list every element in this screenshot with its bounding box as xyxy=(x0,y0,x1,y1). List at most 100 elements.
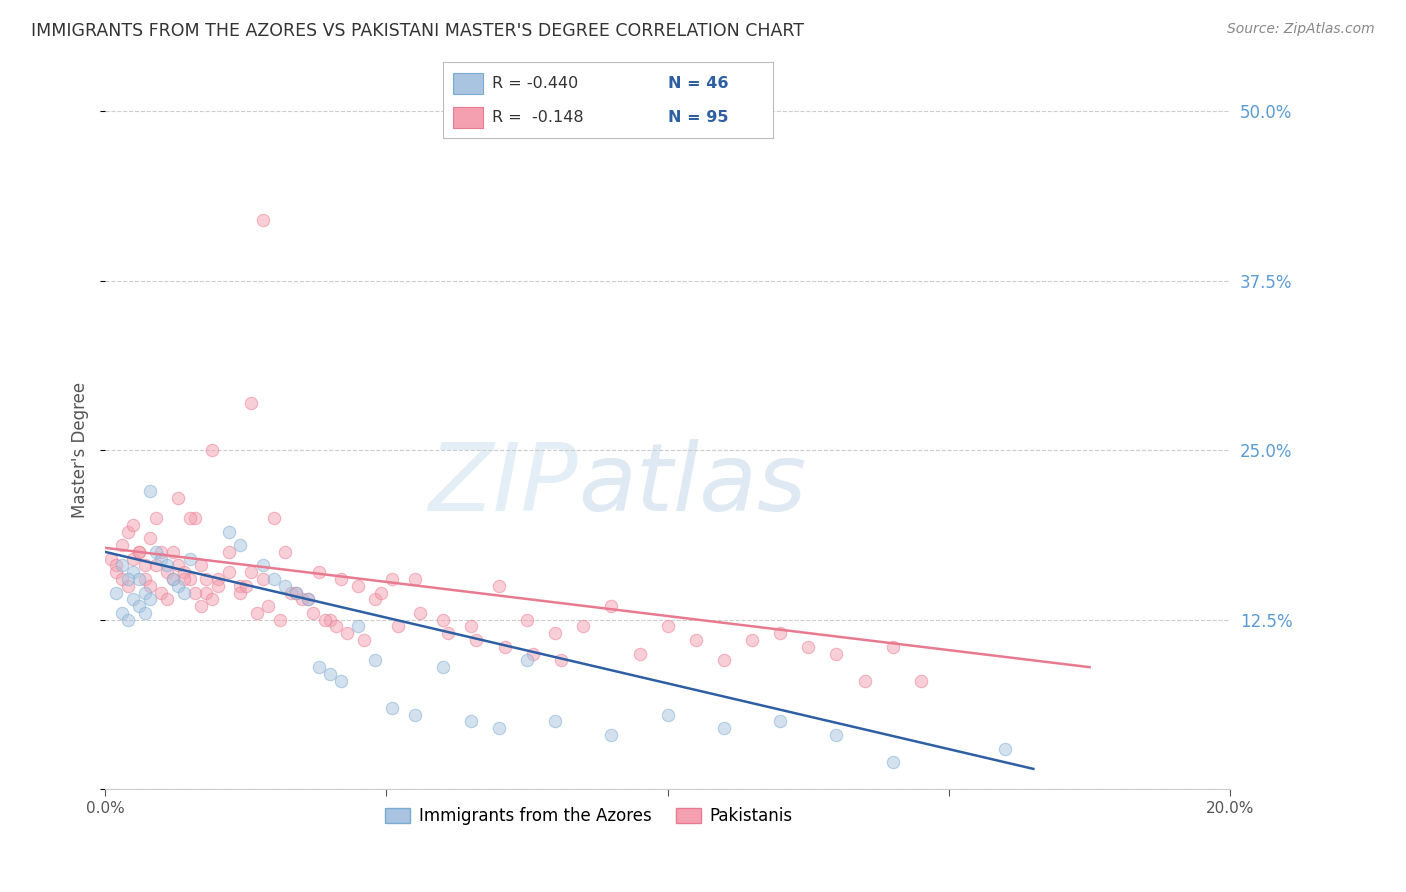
Point xyxy=(167,579,190,593)
Point xyxy=(302,606,325,620)
Point xyxy=(122,592,145,607)
Point xyxy=(184,511,207,525)
Point xyxy=(347,579,370,593)
Point xyxy=(229,538,252,552)
Point xyxy=(201,443,224,458)
Point xyxy=(218,545,240,559)
Point xyxy=(381,572,404,586)
Point xyxy=(128,545,150,559)
Point xyxy=(544,626,567,640)
Point xyxy=(330,572,353,586)
Point xyxy=(100,551,122,566)
Point xyxy=(179,572,201,586)
Point xyxy=(195,585,218,599)
Point xyxy=(229,579,252,593)
Point xyxy=(145,511,167,525)
Point xyxy=(319,667,342,681)
Point xyxy=(882,755,904,769)
Point xyxy=(825,647,848,661)
Point xyxy=(769,626,792,640)
Point xyxy=(111,538,134,552)
Point xyxy=(207,572,229,586)
Point xyxy=(336,626,359,640)
Point xyxy=(522,647,544,661)
Point xyxy=(218,566,240,580)
Y-axis label: Master's Degree: Master's Degree xyxy=(72,382,89,518)
Point xyxy=(173,572,195,586)
Text: N = 46: N = 46 xyxy=(668,76,728,91)
Point xyxy=(325,619,347,633)
Point xyxy=(488,721,510,735)
Point xyxy=(516,653,538,667)
Point xyxy=(314,613,336,627)
Point xyxy=(111,572,134,586)
Point xyxy=(657,619,679,633)
Point xyxy=(122,566,145,580)
Point xyxy=(713,721,735,735)
Point xyxy=(252,572,274,586)
Point xyxy=(994,741,1017,756)
Point xyxy=(544,714,567,729)
Point xyxy=(134,606,156,620)
Point xyxy=(797,640,820,654)
Point xyxy=(117,579,139,593)
Point xyxy=(235,579,257,593)
Point xyxy=(201,592,224,607)
Point xyxy=(240,566,263,580)
Point xyxy=(713,653,735,667)
Point xyxy=(297,592,319,607)
Point xyxy=(156,566,179,580)
Point xyxy=(364,653,387,667)
Point xyxy=(404,572,426,586)
Point xyxy=(285,585,308,599)
Point xyxy=(769,714,792,729)
Point xyxy=(167,558,190,573)
Point xyxy=(269,613,291,627)
Point xyxy=(494,640,516,654)
Bar xyxy=(453,73,482,95)
Point xyxy=(134,572,156,586)
Point xyxy=(162,545,184,559)
Point xyxy=(882,640,904,654)
Point xyxy=(280,585,302,599)
Point xyxy=(488,579,510,593)
Point xyxy=(685,633,707,648)
Point xyxy=(263,511,285,525)
Point xyxy=(308,566,330,580)
Point xyxy=(285,585,308,599)
Point xyxy=(218,524,240,539)
Point xyxy=(432,660,454,674)
Point xyxy=(381,701,404,715)
Point xyxy=(139,592,162,607)
Text: ZIP: ZIP xyxy=(427,439,578,530)
Point xyxy=(150,545,173,559)
Point xyxy=(550,653,572,667)
Legend: Immigrants from the Azores, Pakistanis: Immigrants from the Azores, Pakistanis xyxy=(378,800,800,831)
Point xyxy=(184,585,207,599)
Point xyxy=(162,572,184,586)
Point xyxy=(600,728,623,742)
Text: IMMIGRANTS FROM THE AZORES VS PAKISTANI MASTER'S DEGREE CORRELATION CHART: IMMIGRANTS FROM THE AZORES VS PAKISTANI … xyxy=(31,22,804,40)
Point xyxy=(308,660,330,674)
Point xyxy=(274,545,297,559)
Point xyxy=(404,707,426,722)
Point xyxy=(122,517,145,532)
Text: R = -0.440: R = -0.440 xyxy=(492,76,579,91)
Point xyxy=(134,585,156,599)
Point xyxy=(432,613,454,627)
Point xyxy=(252,212,274,227)
Text: N = 95: N = 95 xyxy=(668,111,728,125)
Point xyxy=(139,532,162,546)
Point xyxy=(195,572,218,586)
Point xyxy=(128,572,150,586)
Point xyxy=(173,585,195,599)
Point xyxy=(252,558,274,573)
Point xyxy=(291,592,314,607)
Point xyxy=(134,558,156,573)
Point xyxy=(657,707,679,722)
Point xyxy=(353,633,375,648)
Point xyxy=(139,483,162,498)
Point xyxy=(364,592,387,607)
Point xyxy=(274,579,297,593)
Point xyxy=(150,551,173,566)
